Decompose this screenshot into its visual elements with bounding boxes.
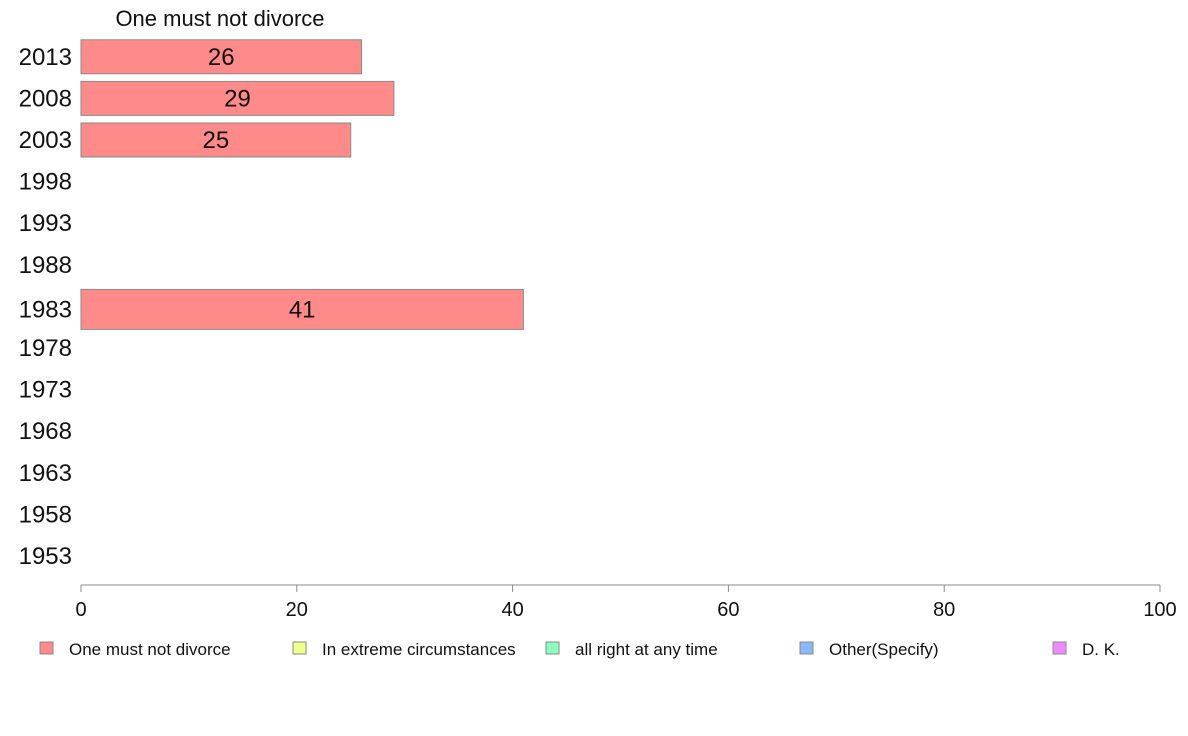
legend-item: One must not divorce	[39, 640, 231, 659]
bar-2008	[80, 80, 395, 116]
bar-2003	[80, 122, 352, 158]
legend-label: D. K.	[1082, 640, 1120, 659]
legend-swatch	[799, 641, 814, 655]
y-tick-label-1983: 1983	[19, 296, 72, 323]
bar-value-label-2013: 26	[208, 44, 235, 71]
bar-value-label-2008: 29	[224, 85, 251, 112]
legend-item: Other(Specify)	[799, 640, 939, 659]
x-axis: 0 20 40 60 80 100	[75, 584, 1177, 621]
y-tick-label-2008: 2008	[19, 85, 72, 112]
x-tick-label-60: 60	[717, 599, 739, 621]
legend-swatch	[292, 641, 307, 655]
series-title: One must not divorce	[115, 6, 324, 31]
y-tick-label-1998: 1998	[19, 169, 72, 196]
x-tick-label-100: 100	[1143, 599, 1176, 621]
y-axis-ticks: 2013 2008 2003 1998 1993 1988 1983 1978 1973 1968…	[19, 44, 72, 570]
legend-swatch	[1052, 641, 1067, 655]
legend-item: all right at any time	[545, 640, 718, 659]
y-tick-label-1993: 1993	[19, 210, 72, 237]
legend-label: Other(Specify)	[829, 640, 939, 659]
legend-label: all right at any time	[575, 640, 718, 659]
bar-1983	[80, 288, 524, 330]
x-tick-label-0: 0	[75, 599, 86, 621]
y-tick-label-2003: 2003	[19, 127, 72, 154]
legend-swatch	[39, 641, 54, 655]
y-tick-label-1958: 1958	[19, 501, 72, 528]
bar-2013	[80, 39, 363, 75]
x-tick-label-40: 40	[501, 599, 523, 621]
bar-value-label-2003: 25	[203, 127, 230, 154]
y-tick-label-1953: 1953	[19, 543, 72, 570]
x-tick-label-20: 20	[286, 599, 308, 621]
bar-labels: 26 29 25 41	[203, 44, 316, 324]
bar-value-label-1983: 41	[289, 296, 316, 323]
y-tick-label-1988: 1988	[19, 252, 72, 279]
legend-item: In extreme circumstances	[292, 640, 516, 659]
legend-item: D. K.	[1052, 640, 1120, 659]
x-tick-label-80: 80	[933, 599, 955, 621]
y-tick-label-1978: 1978	[19, 335, 72, 362]
y-tick-label-1973: 1973	[19, 377, 72, 404]
legend-swatch	[545, 641, 560, 655]
legend-label: In extreme circumstances	[322, 640, 516, 659]
legend-label: One must not divorce	[69, 640, 231, 659]
y-tick-label-1968: 1968	[19, 418, 72, 445]
y-tick-label-2013: 2013	[19, 44, 72, 71]
bars	[80, 39, 524, 330]
y-tick-label-1963: 1963	[19, 460, 72, 487]
legend: One must not divorce In extreme circumsta…	[39, 640, 1120, 659]
